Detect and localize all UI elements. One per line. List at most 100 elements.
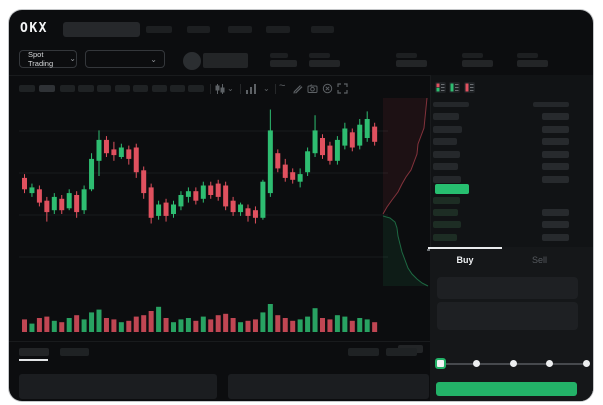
timeframe-button-placeholder[interactable] [78, 85, 94, 92]
book-price-placeholder [433, 150, 460, 158]
timeframe-button-placeholder[interactable] [97, 85, 111, 92]
nav-item-placeholder[interactable] [146, 26, 172, 33]
reset-circle-icon[interactable] [322, 83, 333, 94]
order-book-ask-row[interactable] [433, 163, 569, 170]
camera-icon[interactable] [307, 83, 318, 94]
book-price-placeholder [433, 175, 461, 183]
book-price-placeholder [433, 113, 459, 120]
buy-tab-indicator [428, 247, 502, 249]
slider-stop-50[interactable] [510, 360, 517, 367]
timeframe-button-placeholder[interactable] [152, 85, 167, 92]
ticker-stat-label-placeholder [517, 53, 538, 58]
timeframe-button-placeholder[interactable] [188, 85, 204, 92]
book-amount-placeholder [542, 138, 569, 145]
book-bids-only-icon[interactable] [449, 82, 460, 93]
orders-panel-placeholder [19, 374, 217, 399]
book-price-placeholder [433, 197, 460, 204]
ticker-stat-value-placeholder [462, 60, 493, 67]
order-book-ask-row[interactable] [433, 138, 569, 145]
ticker-stat-value-placeholder [309, 60, 340, 67]
bottom-tab-placeholder[interactable] [60, 348, 89, 356]
chevron-down-icon: ⌄ [150, 55, 157, 64]
order-book-bid-row[interactable] [433, 197, 569, 204]
ticker-stat-label-placeholder [462, 53, 483, 58]
fullscreen-icon[interactable] [337, 83, 348, 94]
book-amount-placeholder [542, 125, 569, 133]
buy-button[interactable] [436, 382, 577, 396]
order-book [433, 10, 569, 401]
book-amount-placeholder [542, 163, 569, 170]
orders-panel-placeholder [228, 374, 429, 399]
slider-stop-75[interactable] [546, 360, 553, 367]
pair-name-placeholder [203, 53, 248, 68]
slider-handle[interactable] [435, 358, 446, 369]
order-book-bid-row[interactable] [433, 209, 569, 217]
timeframe-button-placeholder[interactable] [115, 85, 130, 92]
coin-icon [183, 52, 201, 70]
ticker-stat-value-placeholder [396, 60, 427, 67]
order-book-bid-row[interactable] [433, 233, 569, 241]
book-combined-icon[interactable] [435, 82, 446, 93]
order-book-ask-row[interactable] [433, 175, 569, 183]
bottom-tab-active-placeholder[interactable] [19, 348, 49, 356]
tab-sell[interactable]: Sell [531, 255, 547, 265]
book-price-placeholder [433, 233, 457, 241]
book-asks-only-icon[interactable] [464, 82, 475, 93]
timeframe-button-placeholder[interactable] [60, 85, 75, 92]
nav-item-placeholder[interactable] [187, 26, 210, 33]
active-tab-underline [19, 359, 48, 361]
chevron-down-icon: ⌄ [69, 54, 76, 63]
chart-footer-placeholder [386, 348, 417, 356]
timeframe-button-placeholder[interactable] [170, 85, 185, 92]
order-book-ask-row[interactable] [433, 125, 569, 133]
amount-input[interactable] [437, 302, 578, 330]
chevron-down-icon[interactable]: ⌄ [263, 84, 270, 93]
book-price-placeholder [433, 125, 462, 133]
pair-selector-dropdown[interactable]: ⌄ [85, 50, 165, 68]
timeframe-button-placeholder[interactable] [133, 85, 148, 92]
book-price-placeholder [433, 221, 461, 229]
ticker-stat-value-placeholder [517, 60, 548, 67]
indicators-icon[interactable] [245, 83, 257, 95]
book-price-placeholder [433, 209, 458, 217]
last-price-bar[interactable] [435, 184, 469, 194]
nav-item-placeholder[interactable] [311, 26, 334, 33]
market-type-dropdown[interactable]: Spot Trading ⌄ [19, 50, 77, 68]
order-book-ask-row[interactable] [433, 113, 569, 120]
nav-item-placeholder[interactable] [266, 26, 290, 33]
price-input[interactable] [437, 277, 578, 299]
ticker-stat-value-placeholder [270, 60, 297, 67]
book-amount-placeholder [542, 150, 569, 158]
chevron-down-icon[interactable]: ⌄ [227, 84, 234, 93]
chart-type-icon[interactable] [214, 83, 226, 95]
order-book-ask-row[interactable] [433, 150, 569, 158]
order-book-bid-row[interactable] [433, 221, 569, 229]
ticker-stat-label-placeholder [270, 53, 288, 58]
nav-item-placeholder[interactable] [228, 26, 252, 33]
header-divider [9, 75, 593, 76]
timeframe-button-active-placeholder[interactable] [39, 85, 55, 92]
timeframe-button-placeholder[interactable] [19, 85, 35, 92]
search-input[interactable] [63, 22, 140, 37]
wave-line-icon[interactable]: ~ [279, 80, 286, 92]
book-amount-placeholder [542, 209, 569, 217]
ticker-stat-label-placeholder [309, 53, 330, 58]
draw-pencil-icon[interactable] [292, 83, 303, 94]
book-header-placeholder [433, 102, 469, 107]
book-amount-placeholder [542, 221, 569, 229]
slider-stop-100[interactable] [583, 360, 590, 367]
app-window: OKX Spot Trading ⌄ ⌄ ⌄ [9, 10, 593, 401]
chart-footer-placeholder [348, 348, 379, 356]
book-header-placeholder [533, 102, 569, 107]
toolbar-divider [275, 84, 276, 94]
tab-buy[interactable]: Buy [456, 255, 474, 265]
toolbar-divider [210, 84, 211, 94]
book-price-placeholder [433, 138, 457, 145]
book-amount-placeholder [542, 175, 569, 183]
market-type-label: Spot Trading [28, 50, 54, 68]
book-amount-placeholder [542, 233, 569, 241]
chart-footer-divider [9, 341, 430, 342]
price-chart[interactable] [9, 10, 593, 401]
slider-stop-25[interactable] [473, 360, 480, 367]
